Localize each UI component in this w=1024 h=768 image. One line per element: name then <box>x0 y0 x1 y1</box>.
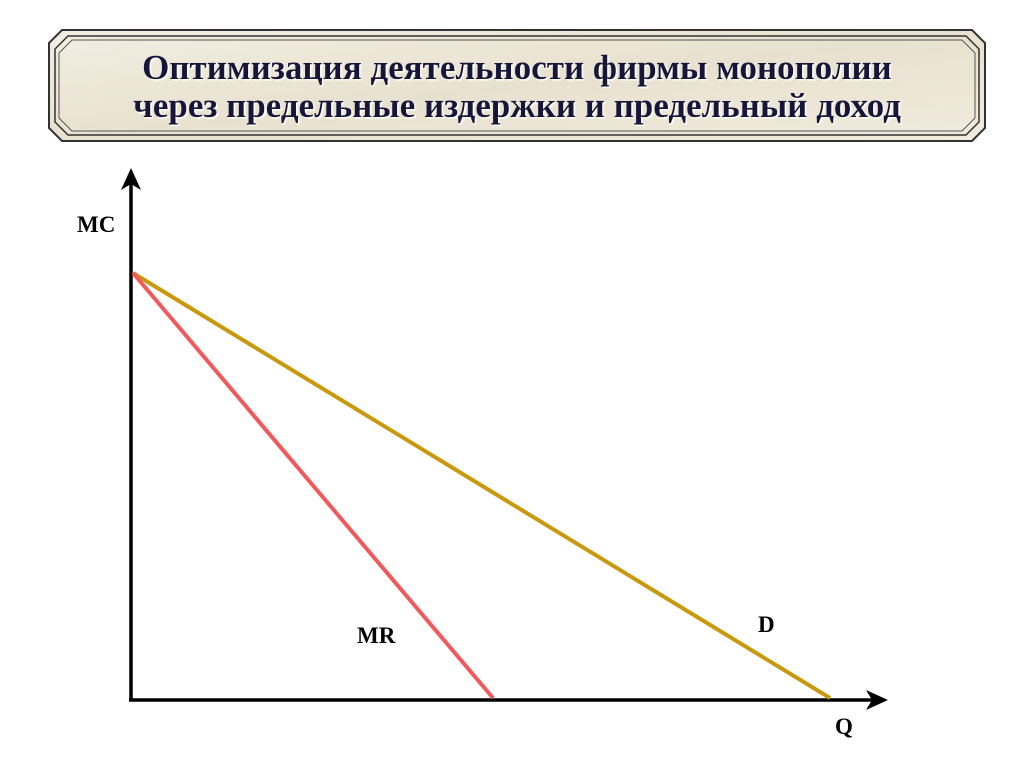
x-axis-label: Q <box>835 714 853 739</box>
title-frame <box>48 29 986 142</box>
demand-line <box>131 271 832 700</box>
mr-line <box>131 271 495 700</box>
title-line: через предельные издержки и предельный д… <box>133 86 901 125</box>
axes <box>129 178 878 702</box>
y-axis-label: MC <box>77 212 115 237</box>
curve-label: D <box>758 612 775 637</box>
title-line: Оптимизация деятельности фирмы монополии <box>142 48 892 87</box>
curve-label: MR <box>357 623 396 648</box>
x-arrow <box>866 690 888 710</box>
y-arrow <box>121 168 141 190</box>
